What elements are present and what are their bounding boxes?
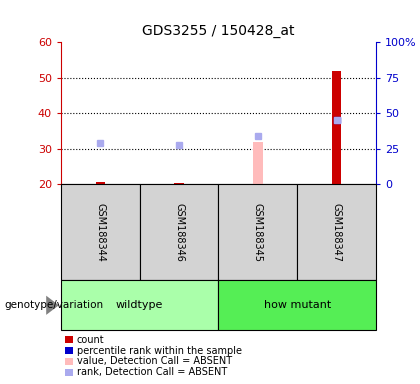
Text: GSM188346: GSM188346 xyxy=(174,203,184,262)
Bar xyxy=(174,183,184,184)
Text: GSM188344: GSM188344 xyxy=(95,203,105,262)
Text: how mutant: how mutant xyxy=(263,300,331,310)
Text: count: count xyxy=(77,335,105,345)
Text: GSM188345: GSM188345 xyxy=(253,203,263,262)
Bar xyxy=(253,142,262,184)
Text: percentile rank within the sample: percentile rank within the sample xyxy=(77,346,242,356)
Text: GSM188347: GSM188347 xyxy=(331,203,341,262)
Bar xyxy=(332,71,341,184)
Text: genotype/variation: genotype/variation xyxy=(4,300,103,310)
Bar xyxy=(96,182,105,184)
Text: rank, Detection Call = ABSENT: rank, Detection Call = ABSENT xyxy=(77,367,227,377)
Text: wildtype: wildtype xyxy=(116,300,163,310)
Text: value, Detection Call = ABSENT: value, Detection Call = ABSENT xyxy=(77,356,232,366)
Title: GDS3255 / 150428_at: GDS3255 / 150428_at xyxy=(142,25,295,38)
